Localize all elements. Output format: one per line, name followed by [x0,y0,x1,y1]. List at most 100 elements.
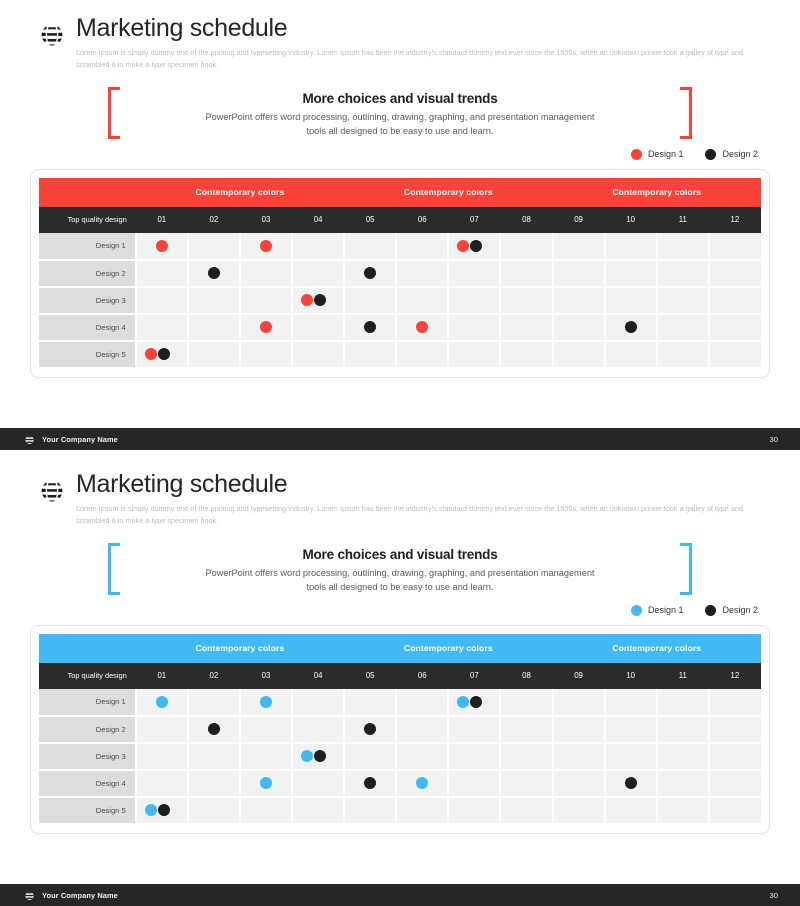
schedule-cell-design-4-07[interactable] [448,769,502,798]
schedule-cell-design-3-02[interactable] [187,286,241,315]
schedule-cell-design-1-01[interactable] [135,232,189,261]
schedule-cell-design-5-11[interactable] [656,340,710,369]
schedule-cell-design-3-04[interactable] [292,286,346,315]
schedule-cell-design-1-09[interactable] [552,232,606,261]
schedule-cell-design-3-06[interactable] [396,286,450,315]
schedule-cell-design-1-09[interactable] [552,688,606,717]
schedule-cell-design-2-10[interactable] [604,715,658,744]
schedule-cell-design-5-02[interactable] [187,796,241,825]
schedule-cell-design-5-12[interactable] [708,340,761,369]
schedule-cell-design-1-11[interactable] [656,232,710,261]
schedule-cell-design-4-08[interactable] [500,769,554,798]
schedule-cell-design-5-06[interactable] [396,340,450,369]
schedule-cell-design-3-03[interactable] [239,286,294,315]
schedule-cell-design-3-01[interactable] [135,742,189,771]
schedule-cell-design-1-07[interactable] [448,688,502,717]
schedule-cell-design-3-04[interactable] [292,742,346,771]
schedule-cell-design-5-10[interactable] [604,796,658,825]
schedule-cell-design-3-02[interactable] [187,742,241,771]
schedule-cell-design-1-12[interactable] [708,232,761,261]
schedule-cell-design-5-02[interactable] [187,340,241,369]
schedule-cell-design-5-04[interactable] [292,340,346,369]
schedule-cell-design-5-09[interactable] [552,340,606,369]
schedule-cell-design-5-07[interactable] [448,340,502,369]
schedule-cell-design-4-04[interactable] [292,313,346,342]
schedule-cell-design-3-11[interactable] [656,286,710,315]
schedule-cell-design-3-10[interactable] [604,742,658,771]
schedule-cell-design-5-08[interactable] [500,340,554,369]
schedule-cell-design-4-03[interactable] [239,313,294,342]
schedule-cell-design-1-08[interactable] [500,688,554,717]
schedule-cell-design-4-06[interactable] [396,313,450,342]
schedule-cell-design-4-09[interactable] [552,313,606,342]
schedule-cell-design-1-10[interactable] [604,232,658,261]
schedule-cell-design-5-05[interactable] [344,340,398,369]
schedule-cell-design-5-06[interactable] [396,796,450,825]
schedule-cell-design-4-01[interactable] [135,769,189,798]
schedule-cell-design-2-04[interactable] [292,259,346,288]
legend-item[interactable]: Design 2 [705,148,758,160]
schedule-cell-design-4-02[interactable] [187,313,241,342]
legend-item[interactable]: Design 1 [630,148,683,160]
schedule-cell-design-2-04[interactable] [292,715,346,744]
schedule-cell-design-2-09[interactable] [552,259,606,288]
schedule-cell-design-2-01[interactable] [135,715,189,744]
schedule-cell-design-2-06[interactable] [396,715,450,744]
schedule-cell-design-4-10[interactable] [604,313,658,342]
schedule-cell-design-5-11[interactable] [656,796,710,825]
schedule-cell-design-1-05[interactable] [344,688,398,717]
schedule-cell-design-5-01[interactable] [135,796,189,825]
schedule-cell-design-2-05[interactable] [344,259,398,288]
schedule-cell-design-4-06[interactable] [396,769,450,798]
schedule-cell-design-1-03[interactable] [239,688,294,717]
schedule-cell-design-5-03[interactable] [239,340,294,369]
schedule-cell-design-5-07[interactable] [448,796,502,825]
schedule-cell-design-1-02[interactable] [187,232,241,261]
schedule-cell-design-3-11[interactable] [656,742,710,771]
schedule-cell-design-4-11[interactable] [656,769,710,798]
schedule-cell-design-5-10[interactable] [604,340,658,369]
schedule-cell-design-4-12[interactable] [708,313,761,342]
schedule-cell-design-2-08[interactable] [500,259,554,288]
schedule-cell-design-2-09[interactable] [552,715,606,744]
schedule-cell-design-2-07[interactable] [448,715,502,744]
schedule-cell-design-2-11[interactable] [656,259,710,288]
schedule-cell-design-1-11[interactable] [656,688,710,717]
schedule-cell-design-4-09[interactable] [552,769,606,798]
schedule-cell-design-3-08[interactable] [500,742,554,771]
schedule-cell-design-4-05[interactable] [344,769,398,798]
schedule-cell-design-5-03[interactable] [239,796,294,825]
schedule-cell-design-3-01[interactable] [135,286,189,315]
schedule-cell-design-3-09[interactable] [552,286,606,315]
schedule-cell-design-2-07[interactable] [448,259,502,288]
schedule-cell-design-2-02[interactable] [187,259,241,288]
schedule-cell-design-4-02[interactable] [187,769,241,798]
schedule-cell-design-2-11[interactable] [656,715,710,744]
schedule-cell-design-3-07[interactable] [448,742,502,771]
schedule-cell-design-5-05[interactable] [344,796,398,825]
schedule-cell-design-1-04[interactable] [292,232,346,261]
schedule-cell-design-1-03[interactable] [239,232,294,261]
schedule-cell-design-5-04[interactable] [292,796,346,825]
schedule-cell-design-5-12[interactable] [708,796,761,825]
schedule-cell-design-4-08[interactable] [500,313,554,342]
schedule-cell-design-3-07[interactable] [448,286,502,315]
schedule-cell-design-2-05[interactable] [344,715,398,744]
schedule-cell-design-4-03[interactable] [239,769,294,798]
schedule-cell-design-1-04[interactable] [292,688,346,717]
schedule-cell-design-1-12[interactable] [708,688,761,717]
schedule-cell-design-4-12[interactable] [708,769,761,798]
schedule-cell-design-5-01[interactable] [135,340,189,369]
schedule-cell-design-2-01[interactable] [135,259,189,288]
schedule-cell-design-1-07[interactable] [448,232,502,261]
schedule-cell-design-4-11[interactable] [656,313,710,342]
schedule-cell-design-5-08[interactable] [500,796,554,825]
schedule-cell-design-2-03[interactable] [239,259,294,288]
schedule-cell-design-1-08[interactable] [500,232,554,261]
schedule-cell-design-5-09[interactable] [552,796,606,825]
schedule-cell-design-3-12[interactable] [708,742,761,771]
schedule-cell-design-2-12[interactable] [708,715,761,744]
schedule-cell-design-1-02[interactable] [187,688,241,717]
schedule-cell-design-2-02[interactable] [187,715,241,744]
schedule-cell-design-4-07[interactable] [448,313,502,342]
